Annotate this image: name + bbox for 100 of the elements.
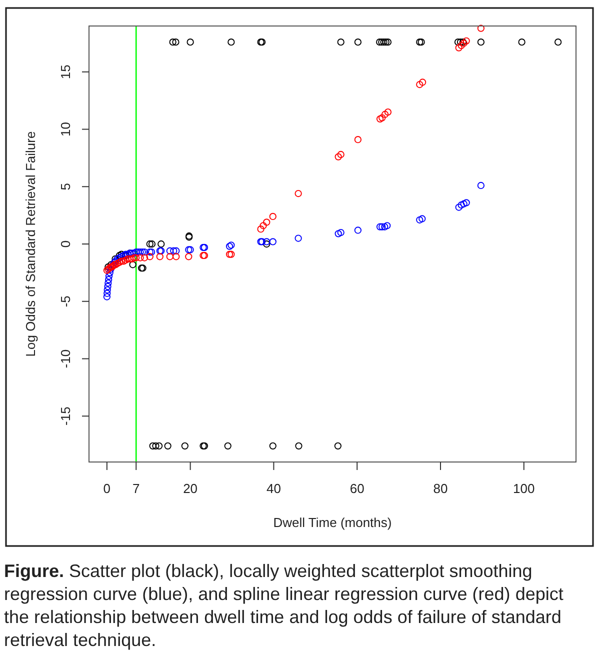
x-tick-label: 80 xyxy=(433,481,448,496)
point xyxy=(418,78,426,86)
point xyxy=(263,218,270,226)
y-tick-label: 10 xyxy=(58,122,73,136)
point xyxy=(140,254,148,262)
point xyxy=(337,150,344,158)
point xyxy=(148,248,156,256)
point xyxy=(155,442,163,450)
point xyxy=(384,38,392,46)
y-axis-title: Log Odds of Standard Retrieval Failure xyxy=(23,131,38,357)
point xyxy=(104,290,111,297)
point xyxy=(458,201,465,209)
point xyxy=(269,238,276,246)
point xyxy=(458,42,465,50)
x-tick-label: 40 xyxy=(266,481,281,496)
point xyxy=(381,223,388,230)
point xyxy=(554,38,562,46)
point xyxy=(172,38,180,46)
point xyxy=(477,182,485,190)
point xyxy=(354,226,362,234)
point xyxy=(257,226,264,233)
point xyxy=(138,248,146,256)
point xyxy=(260,222,267,230)
point xyxy=(130,254,138,262)
x-tick-label: 100 xyxy=(513,481,535,496)
point xyxy=(152,442,160,450)
point xyxy=(337,38,344,46)
point xyxy=(158,240,165,248)
point xyxy=(376,115,384,123)
x-tick-label: 7 xyxy=(132,481,140,496)
point xyxy=(454,38,462,46)
y-tick-label: 0 xyxy=(58,240,73,248)
point xyxy=(132,254,140,262)
point xyxy=(128,255,136,262)
point xyxy=(381,110,389,118)
point xyxy=(181,442,188,450)
y-tick-label: -5 xyxy=(58,296,73,308)
point xyxy=(376,223,384,230)
point xyxy=(105,276,112,284)
point xyxy=(228,250,235,258)
point xyxy=(132,248,140,256)
y-tick-label: 5 xyxy=(58,183,73,190)
point xyxy=(136,248,144,256)
point xyxy=(116,254,124,262)
point xyxy=(116,258,124,266)
point xyxy=(124,255,132,262)
x-axis-title: Dwell Time (months) xyxy=(273,515,392,530)
point xyxy=(149,442,156,450)
point xyxy=(378,223,386,230)
point xyxy=(226,250,234,258)
point xyxy=(228,38,235,46)
point xyxy=(518,38,526,46)
point xyxy=(269,212,276,220)
point xyxy=(334,153,342,160)
point xyxy=(294,190,302,198)
point xyxy=(136,254,144,262)
point xyxy=(146,240,154,248)
point xyxy=(104,286,111,294)
point xyxy=(166,253,174,260)
point xyxy=(263,238,270,246)
point xyxy=(334,230,342,238)
point xyxy=(416,216,424,224)
point xyxy=(106,269,114,276)
point xyxy=(418,215,426,222)
text: Figure. Scatter plot (black), locally weighted scatterplot smoothing regression curve (blue), and spline linear regression curve (red) depict the relationship between dwell time and log odds of failure of standard retrieval technique. xyxy=(4,561,564,650)
x-tick-label: 20 xyxy=(183,481,198,496)
point xyxy=(269,442,276,450)
point xyxy=(186,38,194,46)
x-tick-label: 60 xyxy=(350,481,364,496)
point xyxy=(146,253,154,260)
point xyxy=(380,38,388,46)
point xyxy=(455,204,462,211)
point xyxy=(185,253,192,260)
point xyxy=(156,253,164,260)
point xyxy=(104,279,112,287)
point xyxy=(118,258,126,265)
point xyxy=(295,442,302,450)
point xyxy=(126,255,134,262)
point xyxy=(477,38,485,46)
point xyxy=(120,258,128,265)
x-tick-label: 0 xyxy=(103,481,111,496)
point xyxy=(384,222,391,230)
point xyxy=(460,200,468,208)
point xyxy=(384,108,392,116)
point xyxy=(477,24,485,32)
point xyxy=(164,442,172,450)
point xyxy=(104,282,112,290)
point xyxy=(105,272,113,280)
y-tick-label: 15 xyxy=(58,64,73,80)
point xyxy=(226,242,234,250)
point xyxy=(263,240,270,248)
point xyxy=(146,248,154,256)
point xyxy=(378,38,386,46)
point xyxy=(166,247,174,254)
point xyxy=(455,44,462,52)
point xyxy=(129,261,136,268)
point xyxy=(170,247,178,254)
point xyxy=(294,234,302,242)
point xyxy=(228,242,235,249)
y-tick-label: -10 xyxy=(58,349,73,368)
